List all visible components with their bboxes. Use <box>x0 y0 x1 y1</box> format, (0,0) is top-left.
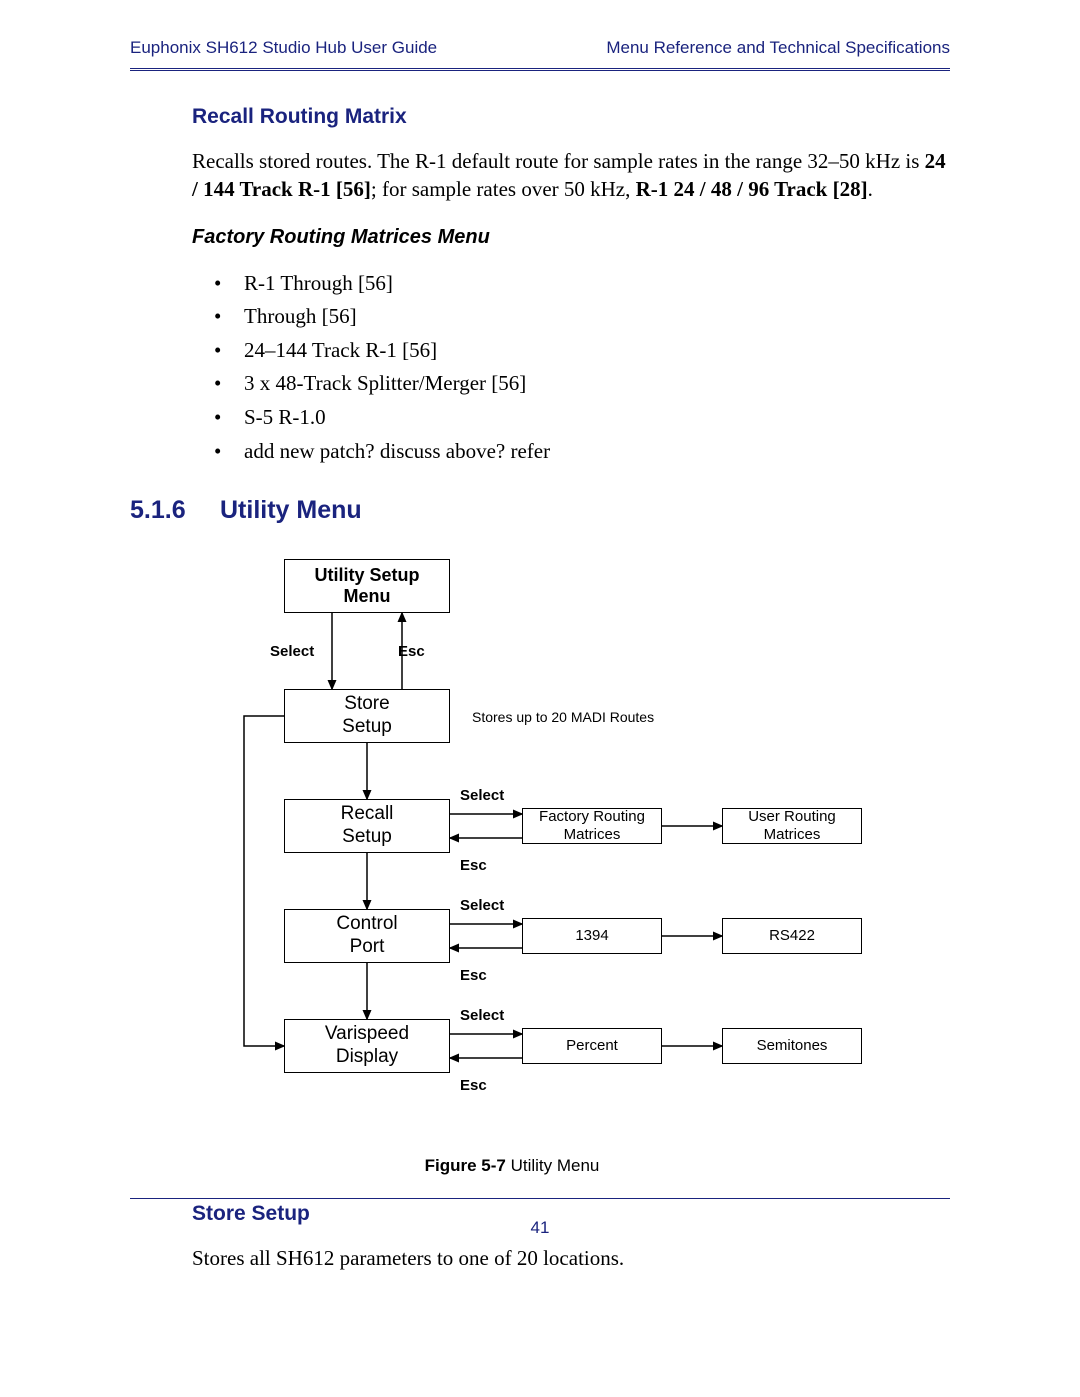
node-semitones: Semitones <box>722 1028 862 1064</box>
edge-label-sel2: Select <box>460 897 504 914</box>
list-item: 24–144 Track R-1 [56] <box>244 334 950 368</box>
header-rule <box>130 68 950 71</box>
figure-caption-text: Utility Menu <box>506 1156 600 1175</box>
node-varispeed: VarispeedDisplay <box>284 1019 450 1073</box>
node-percent: Percent <box>522 1028 662 1064</box>
recall-text-pre: Recalls stored routes. The R-1 default r… <box>192 149 925 173</box>
diagram-note: Stores up to 20 MADI Routes <box>472 709 654 725</box>
recall-paragraph: Recalls stored routes. The R-1 default r… <box>192 147 950 204</box>
edge-label-esc3: Esc <box>460 1077 487 1094</box>
recall-heading: Recall Routing Matrix <box>192 105 950 129</box>
list-item: Through [56] <box>244 300 950 334</box>
factory-list: R-1 Through [56] Through [56] 24–144 Tra… <box>192 267 950 469</box>
recall-text-tail: . <box>868 177 873 201</box>
edge-label-select_top: Select <box>270 643 314 660</box>
figure-caption: Figure 5-7 Utility Menu <box>222 1156 802 1176</box>
header-left: Euphonix SH612 Studio Hub User Guide <box>130 38 437 58</box>
page-number: 41 <box>0 1218 1080 1238</box>
edge-label-esc1: Esc <box>460 857 487 874</box>
list-item: S-5 R-1.0 <box>244 401 950 435</box>
store-setup-paragraph: Stores all SH612 parameters to one of 20… <box>192 1244 950 1272</box>
section-heading-row: 5.1.6 Utility Menu <box>130 496 950 525</box>
edge-label-sel3: Select <box>460 1007 504 1024</box>
node-store: StoreSetup <box>284 689 450 743</box>
recall-bold-2: R-1 24 / 48 / 96 Track [28] <box>636 177 868 201</box>
edge-label-sel1: Select <box>460 787 504 804</box>
edge-label-esc2: Esc <box>460 967 487 984</box>
node-c1394: 1394 <box>522 918 662 954</box>
node-frm: Factory RoutingMatrices <box>522 808 662 844</box>
list-item: 3 x 48-Track Splitter/Merger [56] <box>244 367 950 401</box>
header-right: Menu Reference and Technical Specificati… <box>606 38 950 58</box>
utility-menu-diagram: Utility SetupMenu StoreSetup RecallSetup Co… <box>222 559 882 1144</box>
page-header: Euphonix SH612 Studio Hub User Guide Men… <box>130 38 950 58</box>
recall-text-mid: ; for sample rates over 50 kHz, <box>371 177 636 201</box>
node-control: ControlPort <box>284 909 450 963</box>
figure-label: Figure 5-7 <box>425 1156 506 1175</box>
list-item: add new patch? discuss above? refer <box>244 435 950 469</box>
section-number: 5.1.6 <box>130 496 220 525</box>
edge-label-esc_top: Esc <box>398 643 425 660</box>
node-urm: User RoutingMatrices <box>722 808 862 844</box>
list-item: R-1 Through [56] <box>244 267 950 301</box>
node-rs422: RS422 <box>722 918 862 954</box>
node-utility: Utility SetupMenu <box>284 559 450 613</box>
node-recall: RecallSetup <box>284 799 450 853</box>
section-title: Utility Menu <box>220 496 362 525</box>
footer-rule <box>130 1198 950 1199</box>
factory-heading: Factory Routing Matrices Menu <box>192 226 950 249</box>
